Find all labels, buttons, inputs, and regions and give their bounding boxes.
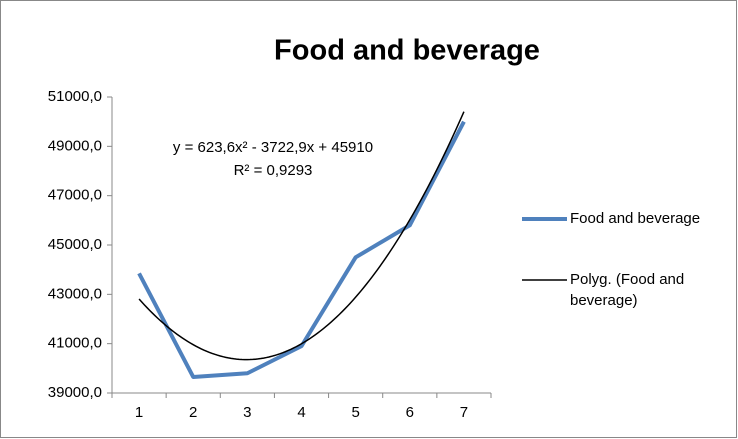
data-line bbox=[137, 120, 466, 379]
trendline-r-squared: R² = 0,9293 bbox=[234, 162, 313, 179]
y-tick-label: 39000,0 bbox=[48, 384, 102, 401]
chart-title: Food and beverage bbox=[274, 35, 540, 67]
legend-label: Food and beverage bbox=[570, 210, 701, 227]
trendline bbox=[138, 111, 465, 361]
y-tick-label: 45000,0 bbox=[48, 236, 102, 253]
x-tick-label: 1 bbox=[135, 404, 143, 421]
y-tick-label: 49000,0 bbox=[48, 137, 102, 154]
y-tick-label: 47000,0 bbox=[48, 187, 102, 204]
x-tick-label: 4 bbox=[297, 404, 305, 421]
x-tick-label: 6 bbox=[406, 404, 414, 421]
x-tick-label: 3 bbox=[243, 404, 251, 421]
x-tick-label: 7 bbox=[460, 404, 468, 421]
x-tick-label: 2 bbox=[189, 404, 197, 421]
x-tick-label: 5 bbox=[351, 404, 359, 421]
legend-label: Polyg. (Food and beverage) bbox=[570, 271, 685, 309]
y-tick-label: 41000,0 bbox=[48, 335, 102, 352]
y-tick-label: 51000,0 bbox=[48, 88, 102, 105]
trendline-equation: y = 623,6x² - 3722,9x + 45910 bbox=[173, 139, 373, 156]
y-tick-label: 43000,0 bbox=[48, 285, 102, 302]
